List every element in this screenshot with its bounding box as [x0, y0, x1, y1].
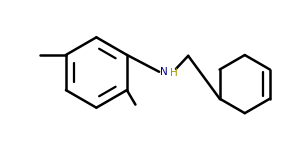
Text: H: H	[170, 68, 177, 78]
Text: N: N	[160, 67, 168, 77]
